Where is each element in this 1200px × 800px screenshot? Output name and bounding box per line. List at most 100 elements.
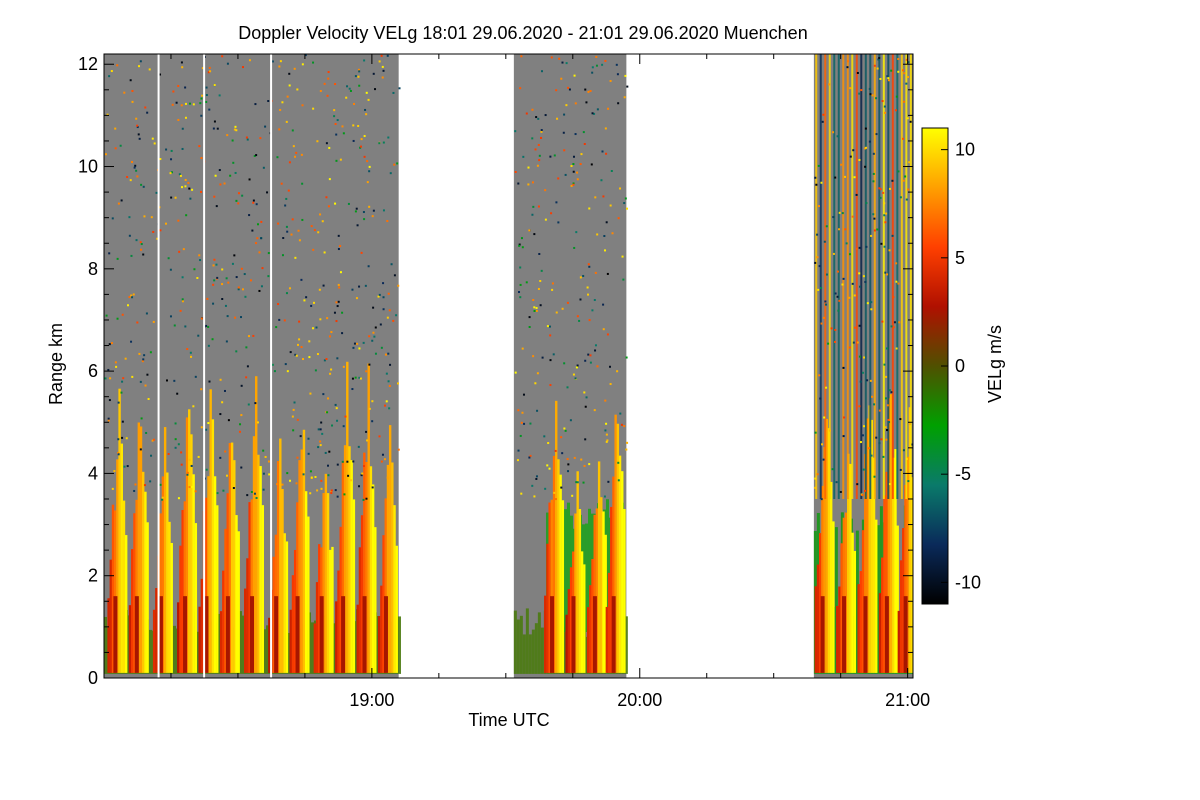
noise-speckle — [821, 120, 824, 123]
precip-streak — [124, 535, 128, 673]
noise-speckle — [320, 421, 323, 424]
precip-streak — [384, 498, 387, 673]
noise-speckle — [248, 59, 251, 62]
noise-speckle — [326, 411, 329, 414]
updraft-column — [606, 499, 610, 632]
precip-streak — [222, 570, 225, 673]
noise-speckle — [881, 320, 884, 323]
noise-speckle — [570, 165, 573, 168]
noise-speckle — [563, 113, 566, 116]
noise-speckle — [200, 114, 203, 117]
precip-streak — [329, 549, 332, 673]
noise-speckle — [241, 194, 244, 197]
noise-speckle — [878, 56, 881, 59]
noise-speckle — [296, 88, 299, 91]
noise-speckle — [291, 129, 294, 132]
noise-speckle — [368, 363, 371, 366]
noise-speckle — [890, 69, 893, 72]
colorbar-tick-label: -5 — [955, 464, 971, 484]
precip-core — [341, 596, 346, 673]
noise-speckle — [357, 75, 360, 78]
noise-speckle — [825, 225, 828, 228]
noise-speckle — [159, 73, 162, 76]
noise-speckle — [856, 341, 859, 344]
noise-speckle — [240, 267, 243, 270]
noise-speckle — [588, 463, 591, 466]
precip-streak — [610, 506, 613, 673]
noise-speckle — [386, 316, 389, 319]
noise-speckle — [818, 374, 821, 377]
noise-speckle — [902, 179, 905, 182]
noise-speckle — [892, 326, 895, 329]
precip-streak — [604, 534, 607, 673]
noise-speckle — [358, 376, 361, 379]
noise-speckle — [205, 468, 208, 471]
noise-speckle — [334, 489, 337, 492]
noise-speckle — [877, 58, 880, 61]
noise-speckle — [213, 258, 216, 261]
noise-speckle — [300, 346, 303, 349]
noise-speckle — [619, 412, 622, 415]
noise-speckle — [522, 393, 525, 396]
precip-streak — [840, 543, 843, 673]
deep-convection-streak — [891, 54, 894, 499]
noise-speckle — [144, 106, 147, 109]
precip-streak — [272, 556, 275, 673]
y-tick-label: 8 — [88, 259, 98, 279]
noise-speckle — [574, 102, 577, 105]
noise-speckle — [280, 182, 283, 185]
noise-speckle — [554, 498, 557, 501]
noise-speckle — [859, 441, 862, 444]
noise-speckle — [131, 296, 134, 299]
noise-speckle — [126, 465, 129, 468]
precip-streak — [859, 571, 863, 673]
noise-speckle — [139, 448, 142, 451]
noise-speckle — [319, 440, 322, 443]
noise-speckle — [151, 439, 154, 442]
noise-speckle — [308, 356, 311, 359]
noise-speckle — [572, 155, 575, 158]
precip-streak — [144, 491, 147, 673]
noise-speckle — [624, 74, 627, 77]
noise-speckle — [911, 443, 913, 446]
precip-streak — [152, 609, 156, 673]
precip-streak — [586, 607, 590, 673]
noise-speckle — [387, 380, 390, 383]
noise-speckle — [363, 135, 366, 138]
noise-speckle — [170, 171, 173, 174]
noise-speckle — [862, 468, 865, 471]
precip-streak — [235, 515, 238, 673]
noise-speckle — [105, 314, 108, 317]
precip-streak — [595, 508, 599, 673]
noise-speckle — [845, 242, 848, 245]
noise-speckle — [365, 497, 368, 500]
precip-streak — [374, 527, 377, 673]
deep-convection-streak — [819, 54, 822, 499]
noise-speckle — [243, 273, 246, 276]
noise-speckle — [223, 182, 226, 185]
precip-streak — [904, 484, 907, 673]
noise-speckle — [278, 128, 281, 131]
noise-speckle — [891, 179, 894, 182]
noise-speckle — [206, 297, 209, 300]
noise-speckle — [192, 405, 195, 408]
noise-speckle — [859, 380, 862, 383]
noise-speckle — [167, 453, 170, 456]
noise-speckle — [124, 357, 127, 360]
noise-speckle — [851, 282, 854, 285]
noise-speckle — [587, 90, 590, 93]
noise-speckle — [541, 356, 544, 359]
noise-speckle — [603, 234, 606, 237]
noise-speckle — [175, 101, 178, 104]
noise-speckle — [201, 67, 204, 70]
noise-speckle — [126, 176, 129, 179]
noise-speckle — [589, 361, 592, 364]
noise-speckle — [876, 67, 879, 70]
noise-speckle — [822, 458, 825, 461]
precip-streak — [131, 549, 134, 673]
noise-speckle — [885, 438, 888, 441]
noise-speckle — [824, 300, 827, 303]
noise-speckle — [318, 288, 321, 291]
noise-speckle — [122, 377, 125, 380]
precip-streak — [224, 528, 227, 673]
